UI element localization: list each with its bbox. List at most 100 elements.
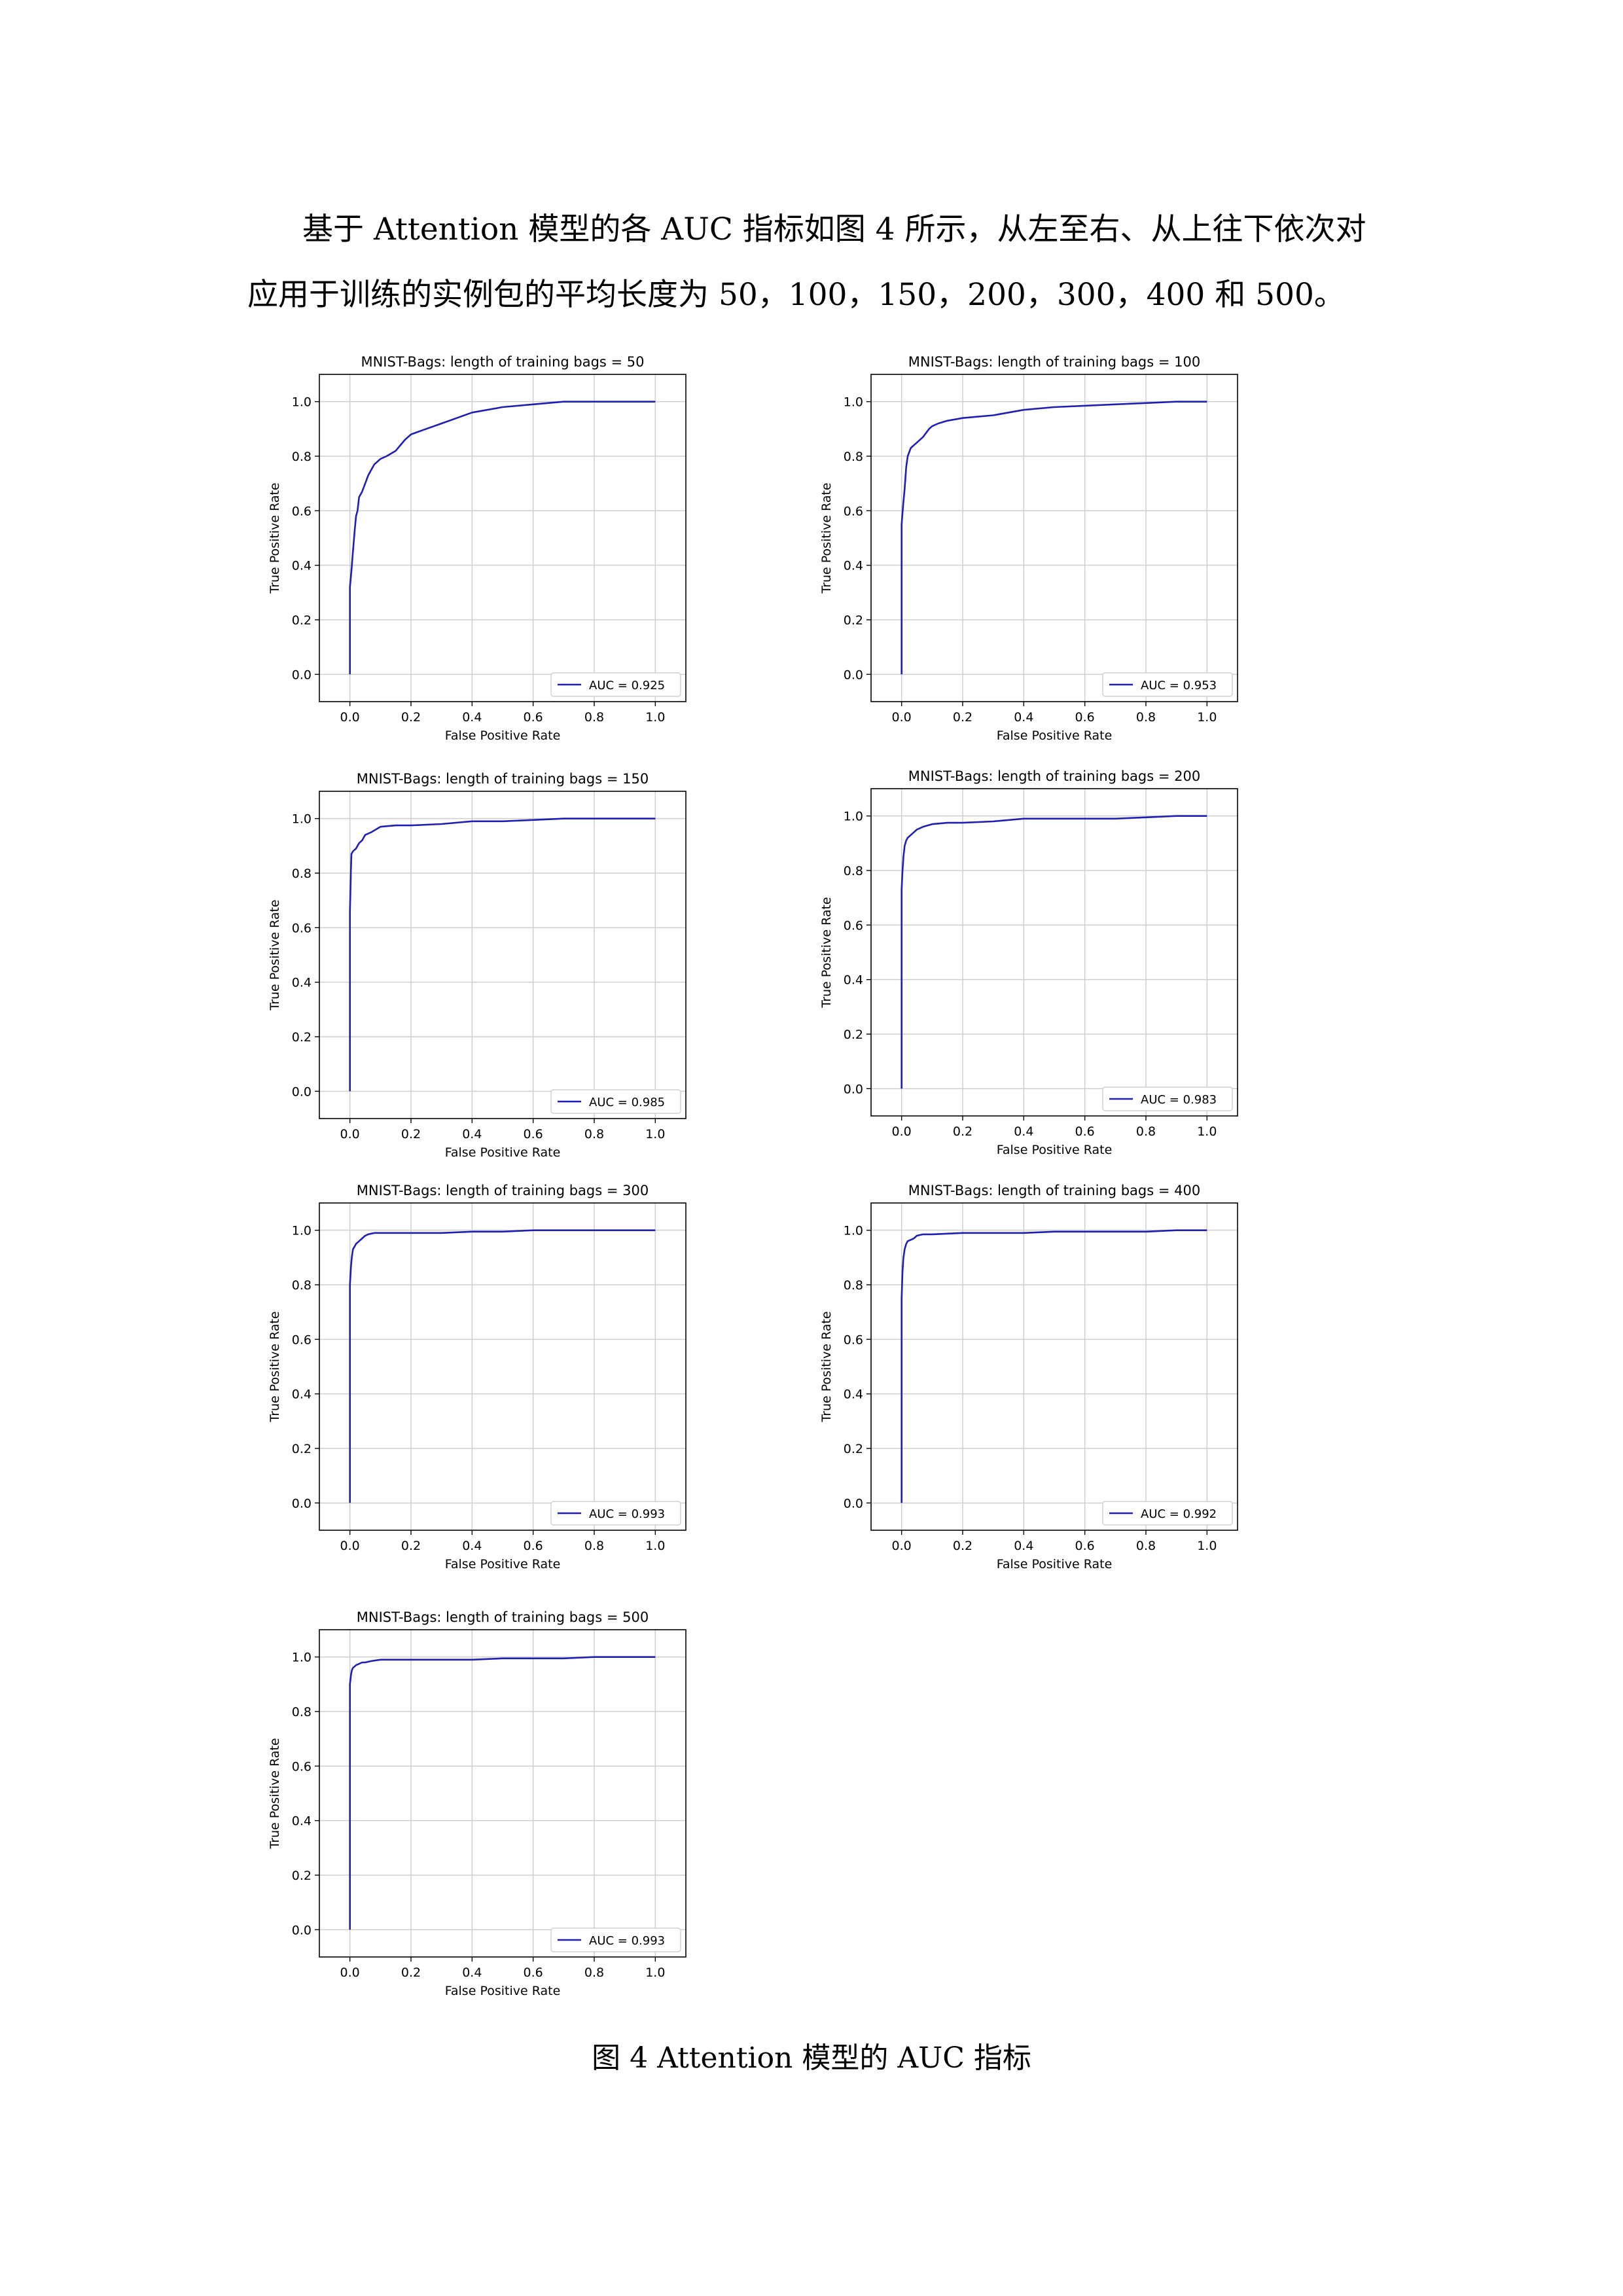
- y-tick-label: 0.8: [292, 1278, 312, 1293]
- x-tick-label: 0.8: [584, 710, 604, 725]
- x-tick-label: 1.0: [1197, 710, 1217, 725]
- roc-curve-line: [349, 1229, 656, 1503]
- y-tick-label: 0.4: [844, 1388, 863, 1402]
- plot-frame: [319, 1202, 687, 1531]
- y-tick-label: 1.0: [844, 1224, 863, 1238]
- x-tick-label: 1.0: [645, 1539, 665, 1553]
- y-tick-label: 0.8: [292, 867, 312, 881]
- y-axis-label: True Positive Rate: [819, 897, 834, 1008]
- legend-label: AUC = 0.925: [589, 679, 665, 692]
- legend-box: [1102, 1086, 1233, 1111]
- y-tick-label: 0.0: [844, 1082, 863, 1096]
- roc-chart-bags-400: MNIST-Bags: length of training bags = 40…: [806, 1179, 1303, 1585]
- roc-curve-line: [901, 815, 1207, 1089]
- roc-chart-bags-50: MNIST-Bags: length of training bags = 50…: [254, 351, 751, 757]
- chart-title: MNIST-Bags: length of training bags = 50: [361, 354, 644, 370]
- x-tick-label: 0.0: [892, 710, 912, 725]
- y-tick-label: 0.8: [844, 1278, 863, 1293]
- legend-box: [550, 1089, 681, 1114]
- chart-title: MNIST-Bags: length of training bags = 15…: [357, 771, 649, 787]
- x-tick-label: 0.8: [584, 1127, 604, 1141]
- y-tick-label: 0.4: [292, 1388, 312, 1402]
- x-tick-label: 0.0: [340, 1965, 360, 1980]
- y-axis-label: True Positive Rate: [819, 482, 834, 594]
- x-axis-label: False Positive Rate: [997, 728, 1113, 743]
- y-tick-label: 0.2: [292, 1442, 312, 1456]
- legend-box: [550, 1928, 681, 1952]
- x-tick-label: 1.0: [1197, 1539, 1217, 1553]
- x-axis-label: False Positive Rate: [445, 1557, 561, 1571]
- x-tick-label: 1.0: [645, 710, 665, 725]
- legend-box: [550, 672, 681, 697]
- y-tick-label: 0.2: [844, 1028, 863, 1042]
- x-tick-label: 0.4: [1014, 1124, 1033, 1139]
- plot-frame: [319, 1629, 687, 1958]
- y-tick-label: 0.4: [844, 559, 863, 573]
- x-tick-label: 0.4: [462, 1127, 482, 1141]
- legend-box: [1102, 1501, 1233, 1526]
- x-tick-label: 1.0: [645, 1127, 665, 1141]
- roc-chart-svg: MNIST-Bags: length of training bags = 15…: [268, 771, 687, 1160]
- paragraph-line-1: 基于 Attention 模型的各 AUC 指标如图 4 所示，从左至右、从上往…: [302, 211, 1366, 247]
- x-tick-label: 0.0: [340, 1539, 360, 1553]
- x-tick-label: 0.2: [401, 1965, 421, 1980]
- roc-chart-bags-150: MNIST-Bags: length of training bags = 15…: [254, 768, 751, 1174]
- x-tick-label: 0.8: [584, 1965, 604, 1980]
- roc-chart-svg: MNIST-Bags: length of training bags = 50…: [268, 1609, 687, 1998]
- roc-chart-svg: MNIST-Bags: length of training bags = 10…: [819, 354, 1238, 743]
- y-tick-label: 0.8: [292, 1705, 312, 1719]
- roc-chart-bags-200: MNIST-Bags: length of training bags = 20…: [806, 765, 1303, 1171]
- chart-title: MNIST-Bags: length of training bags = 20…: [908, 768, 1200, 784]
- x-tick-label: 0.4: [462, 1539, 482, 1553]
- x-tick-label: 0.0: [340, 710, 360, 725]
- y-tick-label: 0.0: [292, 668, 312, 682]
- chart-title: MNIST-Bags: length of training bags = 30…: [357, 1183, 649, 1198]
- y-tick-label: 0.0: [844, 1496, 863, 1511]
- legend-label: AUC = 0.985: [589, 1096, 665, 1109]
- y-axis-label: True Positive Rate: [268, 1738, 282, 1849]
- roc-chart-bags-100: MNIST-Bags: length of training bags = 10…: [806, 351, 1303, 757]
- x-tick-label: 1.0: [1197, 1124, 1217, 1139]
- x-tick-label: 0.4: [462, 1965, 482, 1980]
- y-axis-label: True Positive Rate: [268, 899, 282, 1011]
- y-tick-label: 0.0: [292, 1923, 312, 1937]
- x-tick-label: 0.2: [401, 1127, 421, 1141]
- x-tick-label: 0.8: [1136, 1539, 1156, 1553]
- x-tick-label: 0.0: [892, 1124, 912, 1139]
- plot-frame: [870, 374, 1238, 702]
- y-tick-label: 1.0: [844, 810, 863, 824]
- y-tick-label: 0.6: [292, 921, 312, 935]
- chart-title: MNIST-Bags: length of training bags = 40…: [908, 1183, 1200, 1198]
- legend-box: [1102, 672, 1233, 697]
- plot-frame: [319, 374, 687, 702]
- x-tick-label: 0.4: [1014, 710, 1033, 725]
- y-tick-label: 1.0: [292, 395, 312, 410]
- y-axis-label: True Positive Rate: [268, 1311, 282, 1422]
- plot-frame: [319, 791, 687, 1119]
- y-tick-label: 1.0: [292, 1224, 312, 1238]
- plot-frame: [870, 788, 1238, 1117]
- x-tick-label: 0.2: [953, 710, 972, 725]
- x-tick-label: 0.0: [892, 1539, 912, 1553]
- y-axis-label: True Positive Rate: [268, 482, 282, 594]
- x-tick-label: 0.2: [953, 1539, 972, 1553]
- x-tick-label: 0.6: [1075, 1124, 1095, 1139]
- y-tick-label: 0.4: [844, 973, 863, 988]
- figure-caption: 图 4 Attention 模型的 AUC 指标: [592, 2041, 1031, 2075]
- x-tick-label: 0.8: [584, 1539, 604, 1553]
- chart-title: MNIST-Bags: length of training bags = 10…: [908, 354, 1200, 370]
- x-axis-label: False Positive Rate: [997, 1557, 1113, 1571]
- y-tick-label: 0.6: [844, 504, 863, 518]
- y-tick-label: 0.4: [292, 976, 312, 990]
- x-axis-label: False Positive Rate: [997, 1143, 1113, 1157]
- y-tick-label: 0.8: [844, 450, 863, 464]
- y-tick-label: 0.0: [292, 1496, 312, 1511]
- roc-curve-line: [349, 1656, 656, 1930]
- roc-chart-bags-500: MNIST-Bags: length of training bags = 50…: [254, 1606, 751, 2012]
- legend-label: AUC = 0.983: [1141, 1093, 1217, 1107]
- roc-curve-line: [901, 401, 1207, 675]
- x-tick-label: 1.0: [645, 1965, 665, 1980]
- plot-frame: [870, 1202, 1238, 1531]
- x-tick-label: 0.6: [524, 710, 543, 725]
- x-tick-label: 0.8: [1136, 710, 1156, 725]
